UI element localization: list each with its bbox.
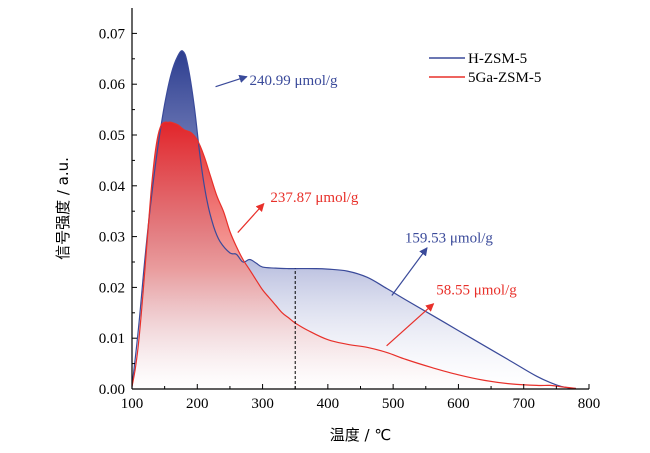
y-tick-label: 0.00	[99, 382, 125, 398]
x-tick-label: 300	[251, 396, 274, 412]
x-axis-title: 温度 / ℃	[330, 426, 391, 444]
y-tick-label: 0.06	[99, 77, 126, 93]
y-tick-label: 0.01	[99, 331, 125, 347]
annotation-arrow-0	[215, 74, 248, 88]
legend-label-0: H-ZSM-5	[468, 51, 527, 67]
axes: 0.00 0.01 0.02 0.03 0.04 0.05 0.06 0.07 100 200 30…	[54, 8, 600, 444]
x-tick-label: 400	[317, 396, 340, 412]
x-tick-label: 700	[512, 396, 535, 412]
y-tick-label: 0.04	[99, 179, 126, 195]
annotation-arrow-2	[391, 247, 428, 296]
legend-label-1: 5Ga-ZSM-5	[468, 70, 541, 86]
annotations: 240.99 μmol/g 237.87 μmol/g 159.53 μmol/g 5…	[215, 73, 517, 347]
series-line-0	[131, 50, 576, 390]
annotation-arrow-3	[386, 303, 435, 347]
y-tick-label: 0.02	[99, 280, 125, 296]
series-lines	[131, 50, 576, 390]
x-tick-label: 600	[447, 396, 470, 412]
annotation-label-3: 58.55 μmol/g	[436, 283, 517, 299]
annotation-arrow-1	[237, 202, 265, 233]
annotation-label-0: 240.99 μmol/g	[250, 73, 339, 89]
series-area-1	[132, 122, 576, 389]
series-areas	[132, 50, 576, 390]
y-tick-label: 0.05	[99, 128, 125, 144]
x-tick-label: 200	[186, 396, 209, 412]
x-tick-label: 500	[382, 396, 405, 412]
y-tick-label: 0.03	[99, 230, 125, 246]
series-line-1	[131, 121, 576, 390]
y-tick-label: 0.07	[99, 26, 126, 42]
x-tick-label: 100	[121, 396, 144, 412]
x-tick-label: 800	[578, 396, 601, 412]
annotation-label-1: 237.87 μmol/g	[270, 190, 359, 206]
annotation-label-2: 159.53 μmol/g	[405, 231, 494, 247]
legend: H-ZSM-5 5Ga-ZSM-5	[429, 51, 541, 86]
y-axis-title: 信号强度 / a.u.	[54, 157, 72, 260]
